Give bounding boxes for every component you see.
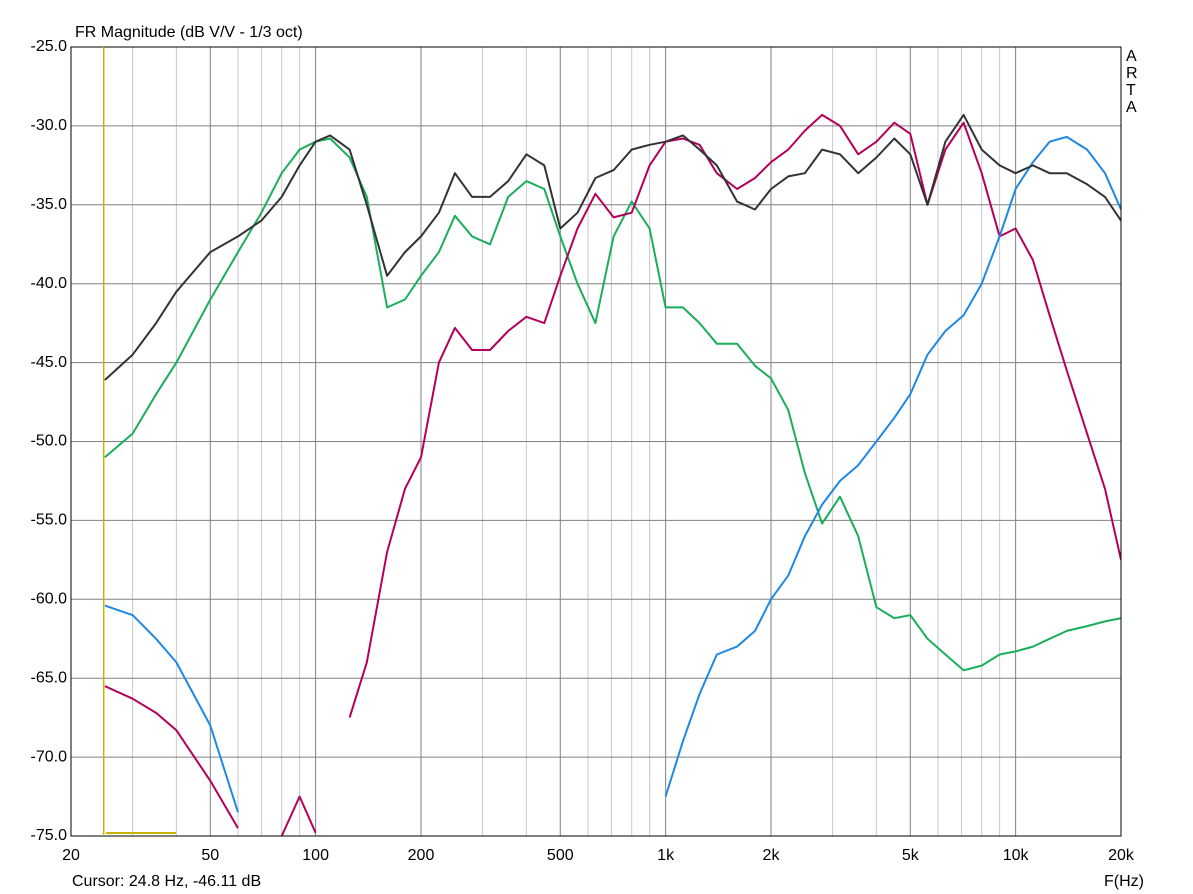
plot-frame (70, 46, 1122, 837)
side-label-letter: T (1126, 82, 1136, 99)
side-label-letter: R (1126, 65, 1138, 82)
y-tick-label: -45.0 (31, 354, 68, 371)
x-axis-label: F(Hz) (1104, 873, 1144, 890)
y-tick-label: -30.0 (31, 117, 68, 134)
x-tick-label: 5k (902, 847, 920, 864)
y-tick-label: -70.0 (31, 748, 68, 765)
series-line (104, 113, 1121, 836)
x-tick-label: 20k (1108, 847, 1135, 864)
side-label-letter: A (1126, 99, 1137, 116)
y-tick-label: -75.0 (31, 827, 68, 844)
y-tick-label: -40.0 (31, 275, 68, 292)
side-label-letter: A (1126, 48, 1137, 65)
x-tick-label: 200 (408, 847, 435, 864)
y-tick-label: -65.0 (31, 669, 68, 686)
x-tick-label: 10k (1003, 847, 1030, 864)
y-tick-label: -60.0 (31, 591, 68, 608)
y-tick-label: -25.0 (31, 38, 68, 55)
chart-title: FR Magnitude (dB V/V - 1/3 oct) (75, 24, 303, 41)
y-tick-label: -35.0 (31, 196, 68, 213)
y-tick-label: -55.0 (31, 512, 68, 529)
x-tick-label: 20 (62, 847, 80, 864)
cursor-readout: Cursor: 24.8 Hz, -46.11 dB (72, 873, 261, 890)
y-tick-label: -50.0 (31, 433, 68, 450)
x-tick-label: 1k (657, 847, 675, 864)
x-tick-label: 500 (547, 847, 574, 864)
plot-area (104, 113, 1121, 836)
x-tick-label: 50 (201, 847, 219, 864)
x-tick-label: 100 (302, 847, 329, 864)
series-line (104, 135, 1121, 813)
series-line (104, 113, 1121, 381)
x-tick-label: 2k (763, 847, 781, 864)
